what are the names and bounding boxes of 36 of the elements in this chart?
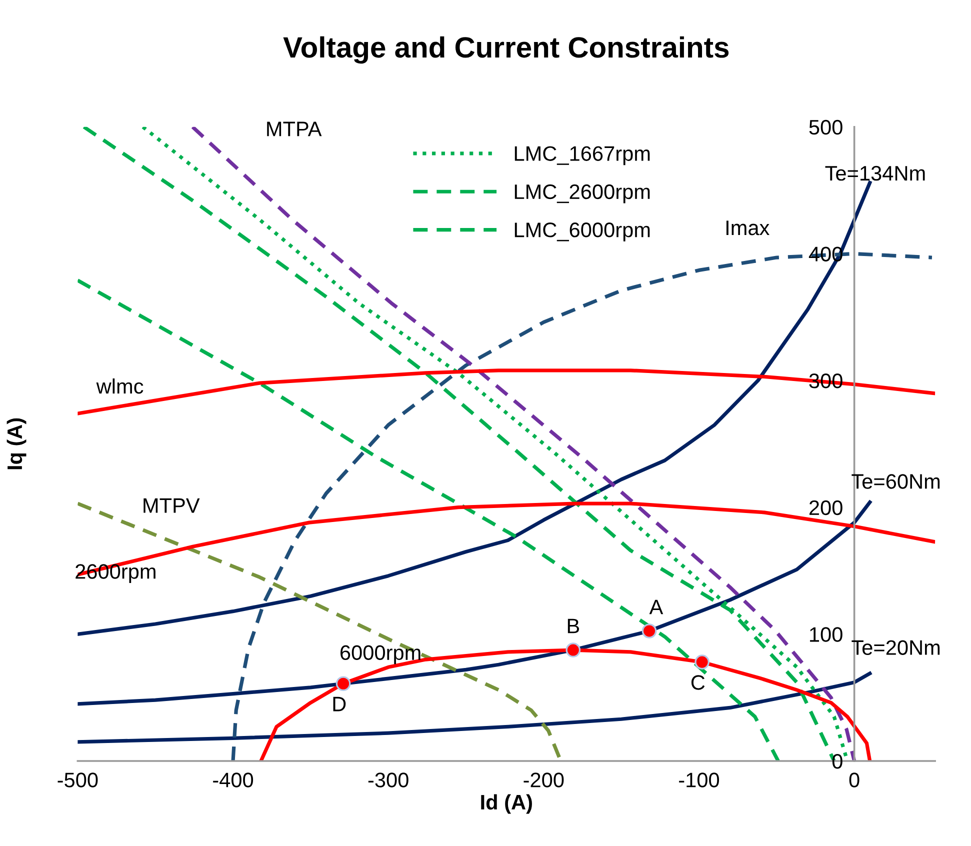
line-series	[78, 672, 872, 744]
y-tick-label: 500	[809, 120, 842, 135]
series-label: Te=60Nm	[852, 474, 940, 489]
x-tick-label: -200	[524, 772, 564, 788]
point	[336, 676, 351, 692]
annotation: D	[333, 696, 346, 712]
annotation: C	[691, 675, 705, 690]
series-label: 2600rpm	[76, 564, 156, 583]
x-tick-label: -100	[679, 772, 720, 788]
point	[566, 642, 581, 658]
series-label: Te=134Nm	[825, 166, 925, 181]
point	[642, 624, 657, 638]
annotation: A	[649, 600, 664, 614]
legend-label: LMC_2600rpm	[514, 184, 650, 204]
x-tick-label: 0	[849, 772, 860, 788]
series-label: Imax	[726, 220, 770, 236]
series-label: Te=20Nm	[852, 640, 940, 655]
point	[694, 654, 710, 670]
x-tick-label: -400	[213, 772, 254, 788]
series-label: MTPV	[144, 498, 200, 513]
legend-label: LMC_1667rpm	[514, 146, 650, 166]
x-tick-label: -500	[58, 772, 98, 788]
y-tick-label: 100	[810, 627, 842, 642]
annotation: B	[568, 618, 580, 634]
text: MTPA	[267, 122, 322, 136]
series-label: 6000rpm	[340, 645, 420, 664]
y-tick-label: 200	[809, 500, 842, 516]
x-tick-label: -300	[368, 772, 408, 788]
series-label: wlmc	[96, 378, 144, 394]
y-axis-title: Iq (A)	[6, 418, 26, 470]
chart-title: Voltage and Current Constraints	[283, 36, 729, 64]
x-axis-title: Id (A)	[481, 794, 532, 814]
y-tick-label: 0	[832, 754, 842, 769]
line-series	[78, 368, 936, 416]
legend-label: LMC_6000rpm	[514, 222, 650, 242]
line-series	[78, 278, 780, 761]
